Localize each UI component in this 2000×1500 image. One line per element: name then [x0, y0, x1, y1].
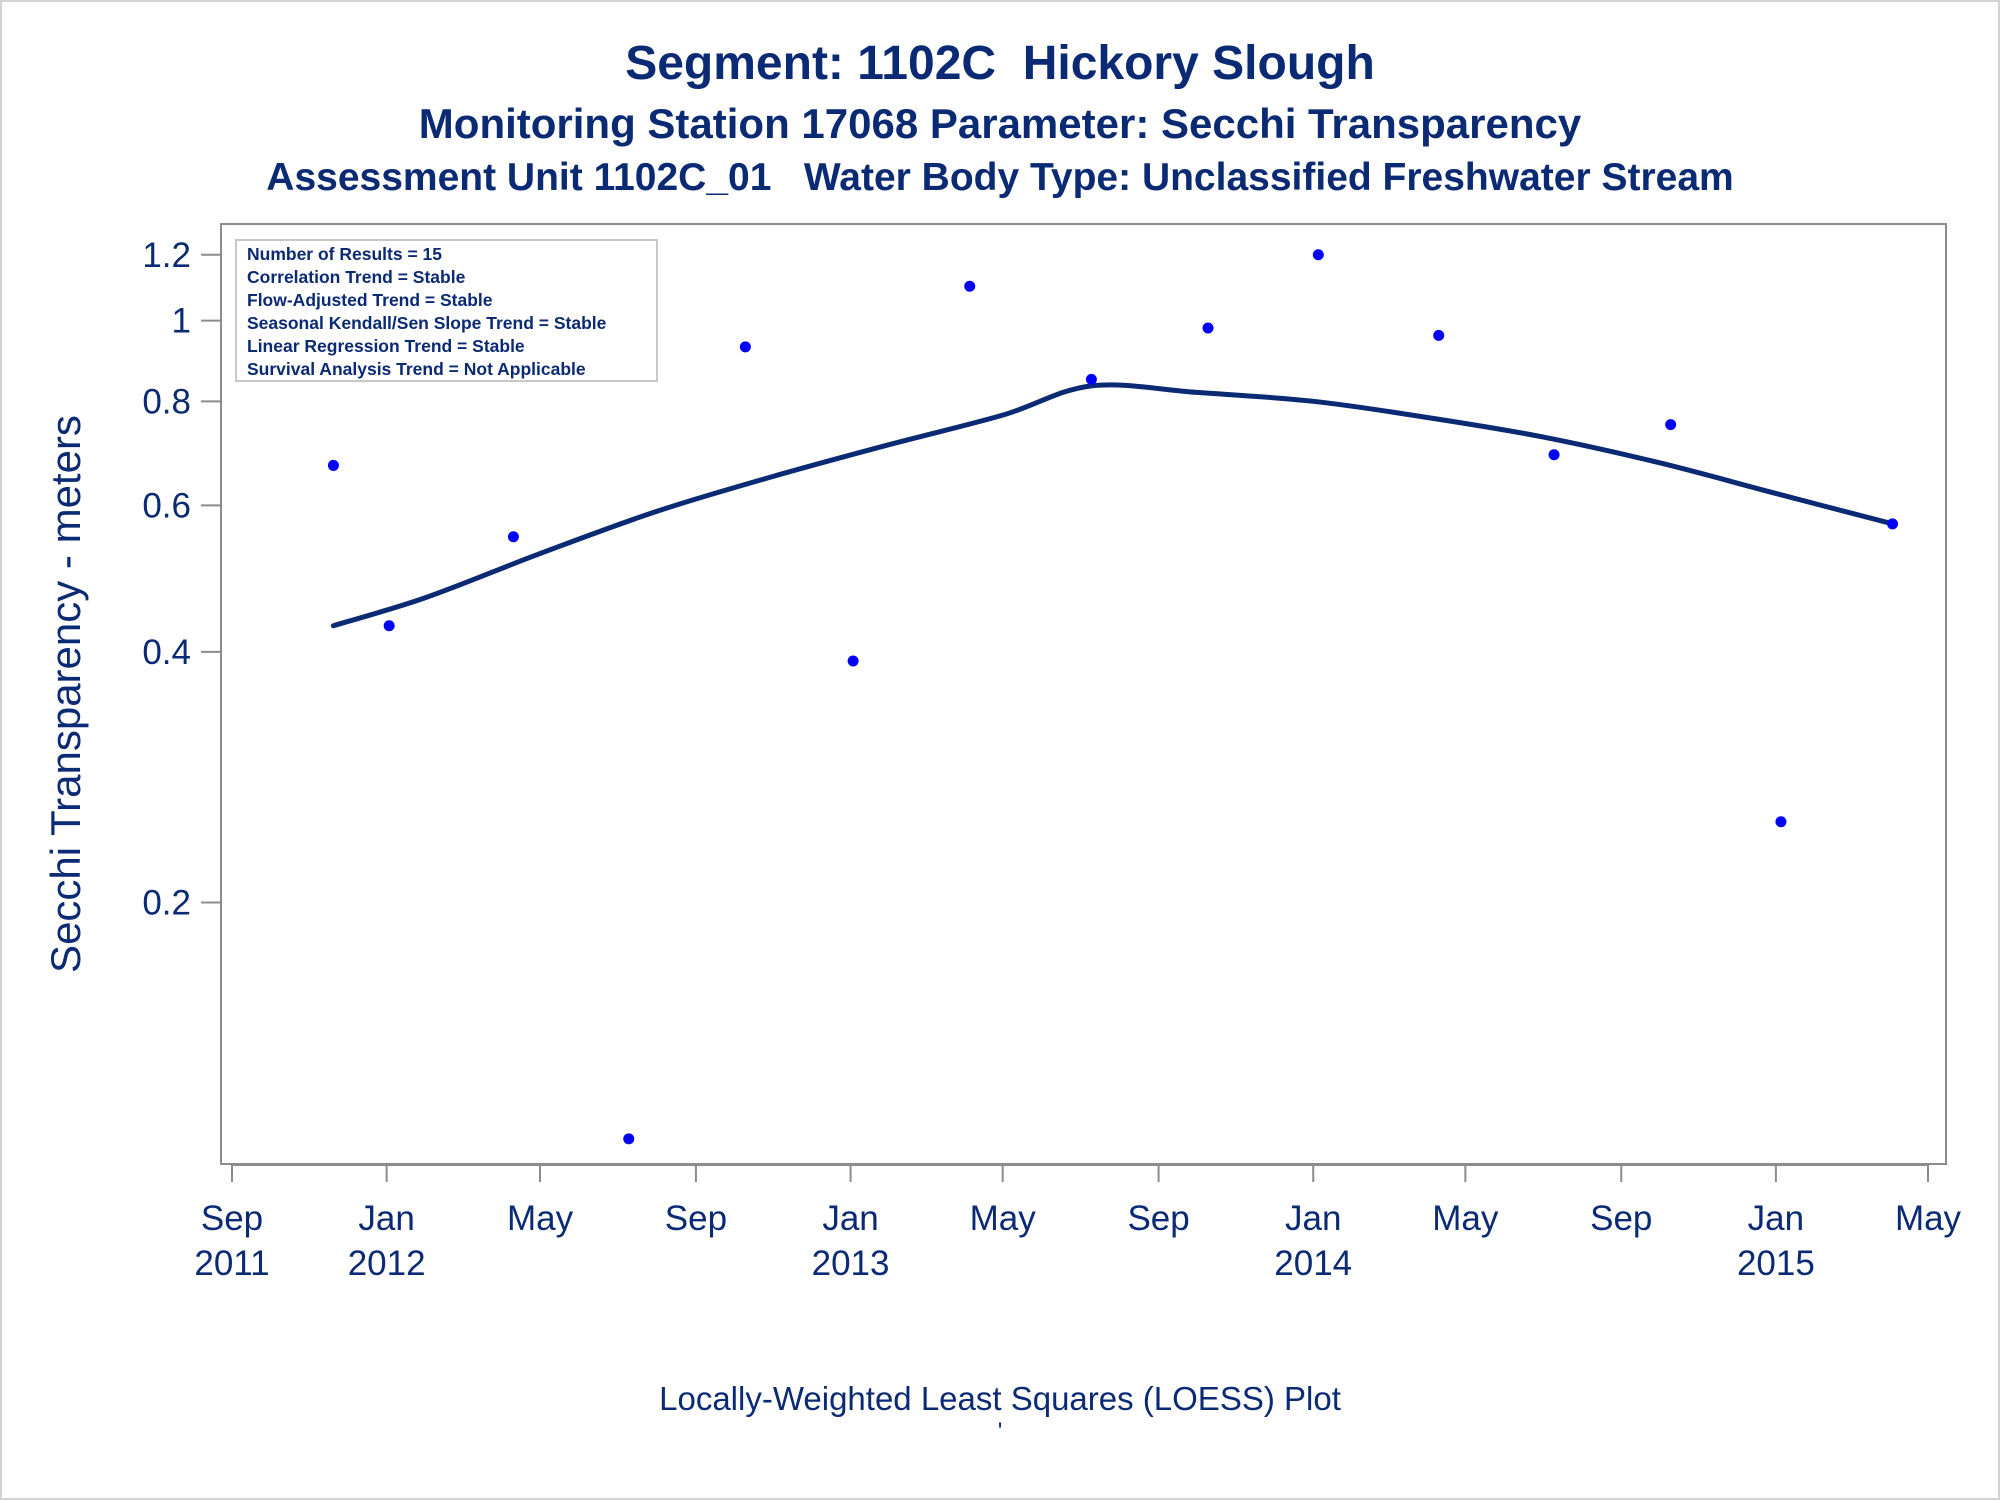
data-point [327, 459, 339, 471]
x-tick-label: May [970, 1199, 1037, 1238]
y-tick-label: 1.2 [142, 236, 191, 275]
data-points-layer [327, 249, 1899, 1145]
data-point [1887, 518, 1899, 530]
x-tick-label: May [1895, 1199, 1962, 1238]
chart-subtitle: Monitoring Station 17068 Parameter: Secc… [418, 100, 1582, 147]
y-tick-label: 0.4 [142, 633, 191, 672]
loess-curve-layer [330, 382, 1896, 629]
data-point [1085, 373, 1097, 385]
x-tick-year-label: 2013 [812, 1244, 890, 1283]
data-point [623, 1133, 635, 1145]
x-tick-label: Jan [1285, 1199, 1341, 1238]
chart-title: Segment: 1102C Hickory Slough [625, 37, 1375, 90]
legend-line: Correlation Trend = Stable [247, 267, 466, 287]
data-point [1202, 322, 1214, 334]
y-axis-label: Secchi Transparency - meters [42, 415, 89, 973]
data-point [1548, 449, 1560, 461]
x-tick-label: May [507, 1199, 574, 1238]
x-tick-label: May [1432, 1199, 1499, 1238]
y-tick-label: 0.8 [142, 382, 191, 421]
loess-curve [330, 382, 1896, 629]
y-tick-label: 0.6 [142, 486, 191, 525]
y-tick-label: 1 [172, 302, 191, 341]
x-tick-label: Sep [201, 1199, 263, 1238]
x-tick-year-label: 2011 [194, 1244, 269, 1283]
y-tick-label: 0.2 [142, 883, 191, 922]
data-point [847, 655, 859, 667]
y-axis: 0.2 0.4 0.6 0.8 1 1.2 [142, 236, 221, 922]
legend-line: Linear Regression Trend = Stable [247, 336, 525, 356]
footnote-mark: ' [997, 1418, 1003, 1445]
chart-subtitle-2: Assessment Unit 1102C_01 Water Body Type… [266, 156, 1734, 199]
x-tick-year-label: 2012 [348, 1244, 426, 1283]
x-tick-year-label: 2015 [1737, 1244, 1815, 1283]
footnote: Locally-Weighted Least Squares (LOESS) P… [659, 1380, 1341, 1417]
legend-line: Number of Results = 15 [247, 244, 442, 264]
stats-legend: Number of Results = 15 Correlation Trend … [235, 239, 658, 382]
data-point [1433, 329, 1445, 341]
data-point [739, 341, 751, 353]
data-point [964, 280, 976, 292]
x-tick-label: Jan [358, 1199, 414, 1238]
x-tick-label: Sep [1127, 1199, 1189, 1238]
x-axis: Sep 2011 Jan 2012 May Sep Jan 2013 May Sep Jan 2014… [194, 1164, 1962, 1283]
data-point [383, 620, 395, 632]
data-point [1775, 816, 1787, 828]
legend-line: Flow-Adjusted Trend = Stable [247, 290, 493, 310]
legend-line: Seasonal Kendall/Sen Slope Trend = Stabl… [247, 313, 607, 333]
data-point [1665, 419, 1677, 431]
x-tick-year-label: 2014 [1274, 1244, 1352, 1283]
legend-line: Survival Analysis Trend = Not Applicable [247, 359, 586, 379]
x-tick-label: Jan [1748, 1199, 1804, 1238]
x-tick-label: Jan [822, 1199, 878, 1238]
data-point [507, 531, 519, 543]
data-point [1312, 249, 1324, 261]
x-tick-label: Sep [665, 1199, 727, 1238]
x-tick-label: Sep [1590, 1199, 1652, 1238]
legend-box [235, 239, 658, 382]
